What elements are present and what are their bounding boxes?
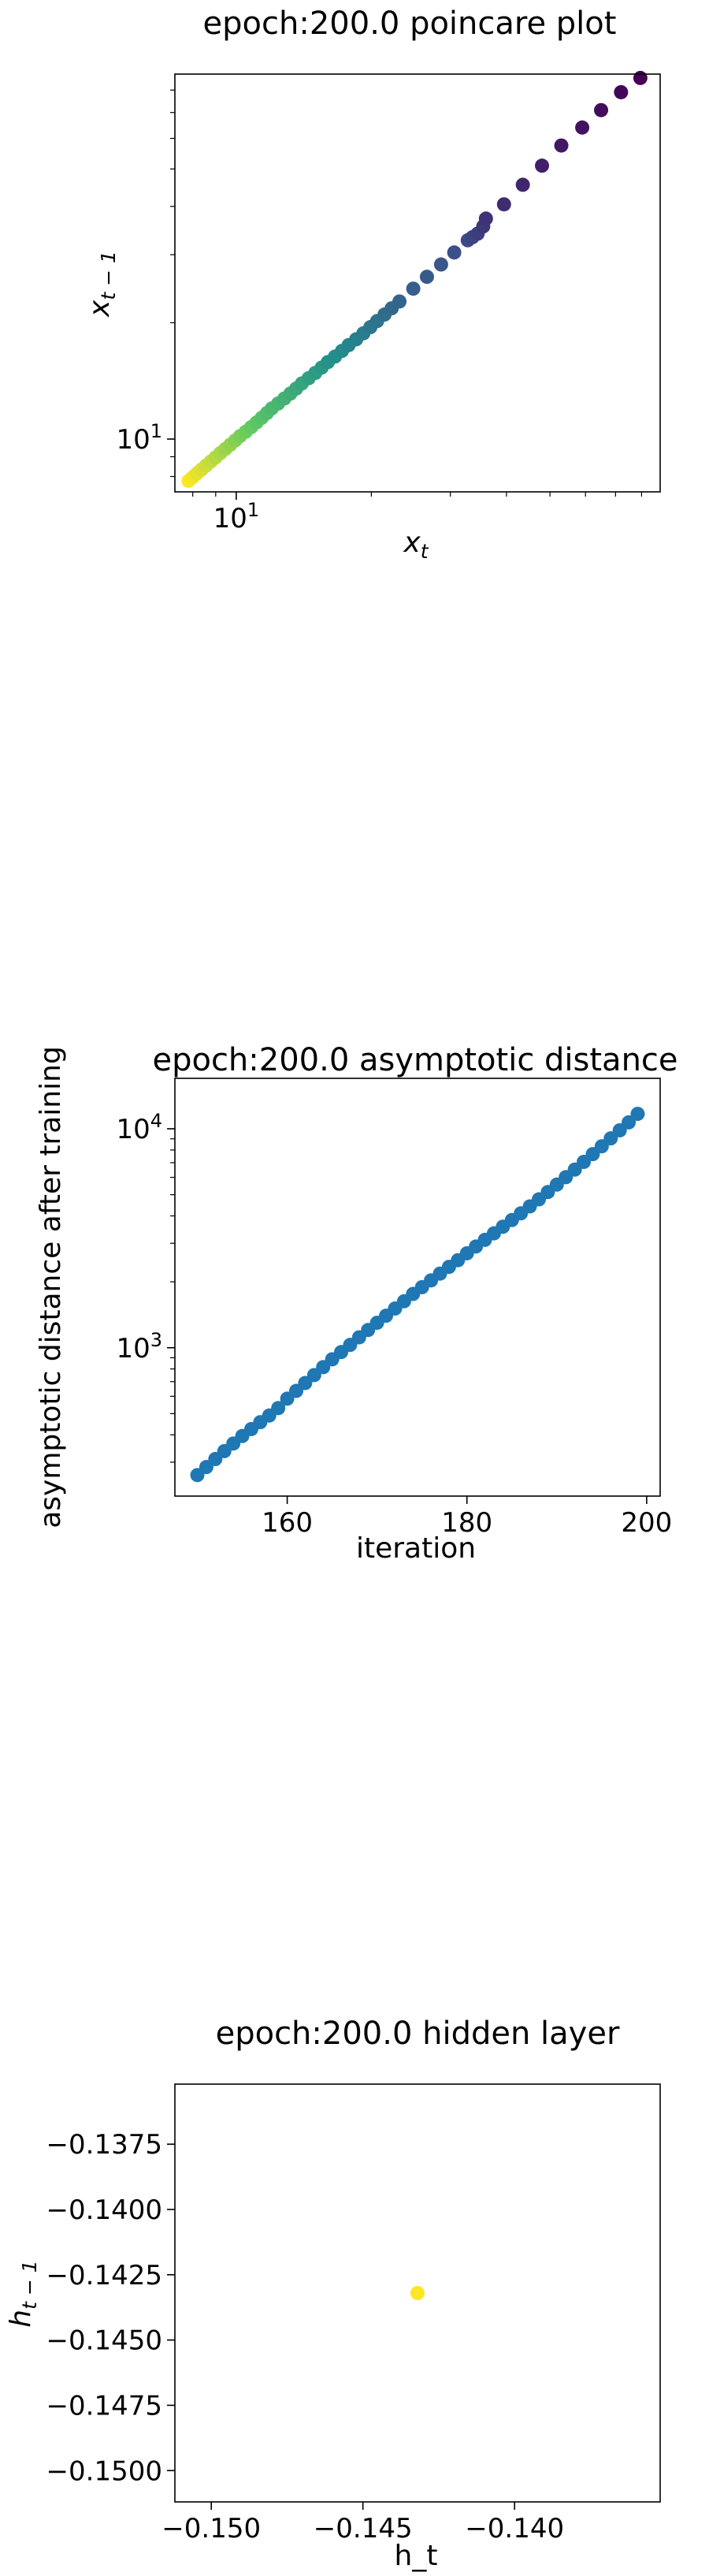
asymptotic-distance-x-ticks: 160 180 200 — [262, 1496, 672, 1539]
y-tick-label: −0.1400 — [46, 2194, 162, 2226]
hidden-layer-points — [410, 2286, 425, 2300]
x-tick-label: 101 — [213, 499, 260, 534]
data-point — [496, 197, 511, 212]
y-tick-label: 101 — [116, 420, 162, 456]
x-tick-label: 200 — [621, 1507, 672, 1539]
data-point — [594, 102, 609, 117]
asymptotic-distance-y-axis-label: asymptotic distance after training — [35, 1046, 67, 1528]
data-point — [271, 1401, 286, 1416]
y-tick-label: −0.1475 — [46, 2390, 162, 2422]
poincare-plot-panel: epoch:200.0 poincare plot 101 101 xt xt … — [84, 6, 661, 563]
x-tick-label: −0.145 — [314, 2513, 413, 2544]
data-point — [630, 1107, 645, 1122]
asymptotic-distance-panel: epoch:200.0 asymptotic distance 160 180 20… — [35, 1042, 678, 1565]
y-tick-label: −0.1425 — [46, 2260, 162, 2291]
asymptotic-distance-axes-frame — [174, 1078, 661, 1497]
y-tick-label: 103 — [116, 1329, 162, 1364]
data-point — [392, 294, 407, 309]
asymptotic-distance-points — [190, 1107, 645, 1483]
poincare-x-ticks: 101 — [192, 492, 643, 534]
y-tick-label: −0.1500 — [46, 2455, 162, 2487]
y-tick-label: −0.1450 — [46, 2325, 162, 2357]
poincare-plot-axes-frame — [174, 73, 661, 493]
poincare-points — [181, 70, 648, 488]
asymptotic-distance-x-axis-label: iteration — [356, 1532, 476, 1565]
x-tick-label: −0.150 — [161, 2513, 261, 2544]
hidden-layer-title: epoch:200.0 hidden layer — [216, 2016, 620, 2052]
data-point — [633, 70, 648, 85]
data-point — [554, 138, 569, 153]
data-point — [478, 211, 493, 226]
poincare-y-ticks: 101 — [116, 89, 175, 478]
data-point — [406, 281, 421, 296]
x-tick-label: −0.140 — [465, 2513, 564, 2544]
y-tick-label: −0.1375 — [46, 2129, 162, 2161]
hidden-layer-y-ticks: −0.1375 −0.1400 −0.1425 −0.1450 −0.1475 −0.15… — [46, 2129, 175, 2487]
data-point — [622, 1115, 637, 1130]
hidden-layer-axes-frame — [174, 2083, 661, 2503]
data-point — [515, 177, 530, 192]
hidden-layer-x-axis-label: h_t — [395, 2540, 438, 2572]
data-point — [447, 245, 462, 260]
x-tick-label: 160 — [262, 1507, 313, 1539]
data-point — [575, 120, 590, 135]
data-point — [410, 2286, 425, 2300]
poincare-plot-title: epoch:200.0 poincare plot — [203, 6, 617, 42]
data-point — [433, 257, 448, 272]
y-tick-label: 104 — [116, 1110, 162, 1145]
data-point — [419, 270, 434, 285]
asymptotic-distance-y-ticks: 103 104 — [116, 1110, 175, 1463]
asymptotic-distance-title: epoch:200.0 asymptotic distance — [152, 1042, 677, 1078]
data-point — [535, 158, 550, 173]
data-point — [614, 84, 629, 99]
hidden-layer-x-ticks: −0.150 −0.145 −0.140 — [161, 2502, 564, 2544]
x-tick-label: 180 — [441, 1507, 492, 1539]
